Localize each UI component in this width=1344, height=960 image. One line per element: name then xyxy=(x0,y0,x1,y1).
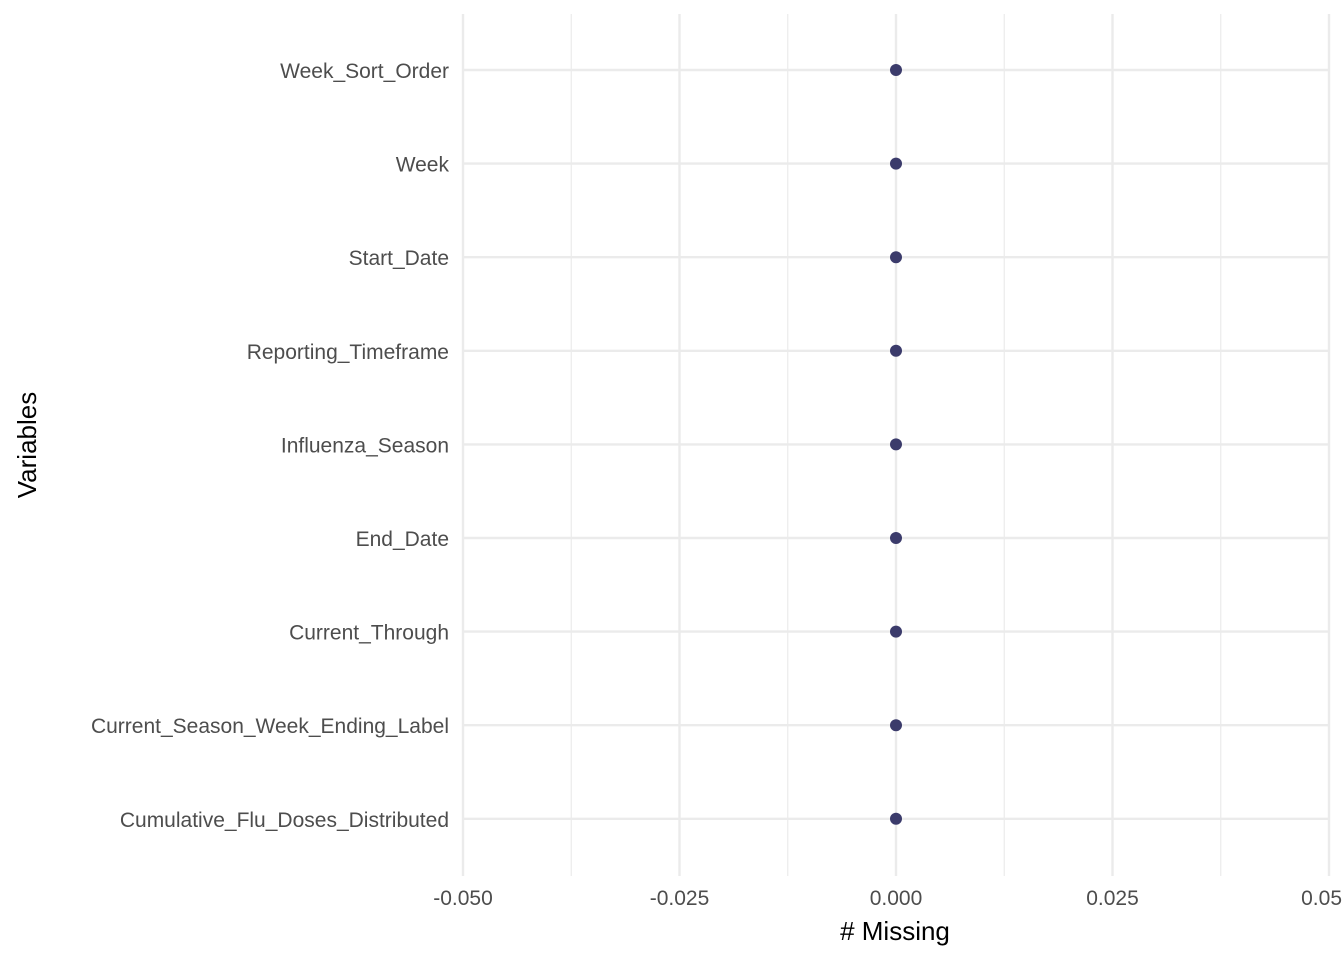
x-tick-labels: -0.050 -0.025 0.000 0.025 0.05 xyxy=(433,887,1342,910)
x-tick-label: 0.05 xyxy=(1301,887,1342,910)
y-tick-label: Current_Season_Week_Ending_Label xyxy=(91,715,449,738)
y-tick-label: Influenza_Season xyxy=(281,434,449,457)
y-tick-label: End_Date xyxy=(356,528,449,551)
y-tick-label: Current_Through xyxy=(289,622,449,645)
x-axis-title: # Missing xyxy=(840,916,950,946)
data-point xyxy=(890,532,902,544)
data-points xyxy=(890,64,902,825)
data-point xyxy=(890,812,902,825)
x-tick-label: -0.025 xyxy=(650,887,710,910)
data-point xyxy=(890,64,902,76)
x-tick-label: 0.000 xyxy=(870,887,923,910)
y-tick-label: Cumulative_Flu_Doses_Distributed xyxy=(120,809,449,832)
y-tick-labels: Week_Sort_Order Week Start_Date Reporting_T… xyxy=(91,60,450,832)
data-point xyxy=(890,719,902,732)
y-tick-label: Start_Date xyxy=(349,247,449,270)
data-point xyxy=(890,344,902,357)
y-axis-title: Variables xyxy=(12,392,42,498)
y-tick-label: Reporting_Timeframe xyxy=(247,341,449,364)
data-point xyxy=(890,625,902,638)
x-tick-label: -0.050 xyxy=(433,887,493,910)
data-point xyxy=(890,438,902,451)
y-tick-label: Week_Sort_Order xyxy=(280,60,449,83)
x-tick-label: 0.025 xyxy=(1086,887,1139,910)
y-tick-label: Week xyxy=(396,154,450,177)
data-point xyxy=(890,251,902,264)
data-point xyxy=(890,157,902,170)
